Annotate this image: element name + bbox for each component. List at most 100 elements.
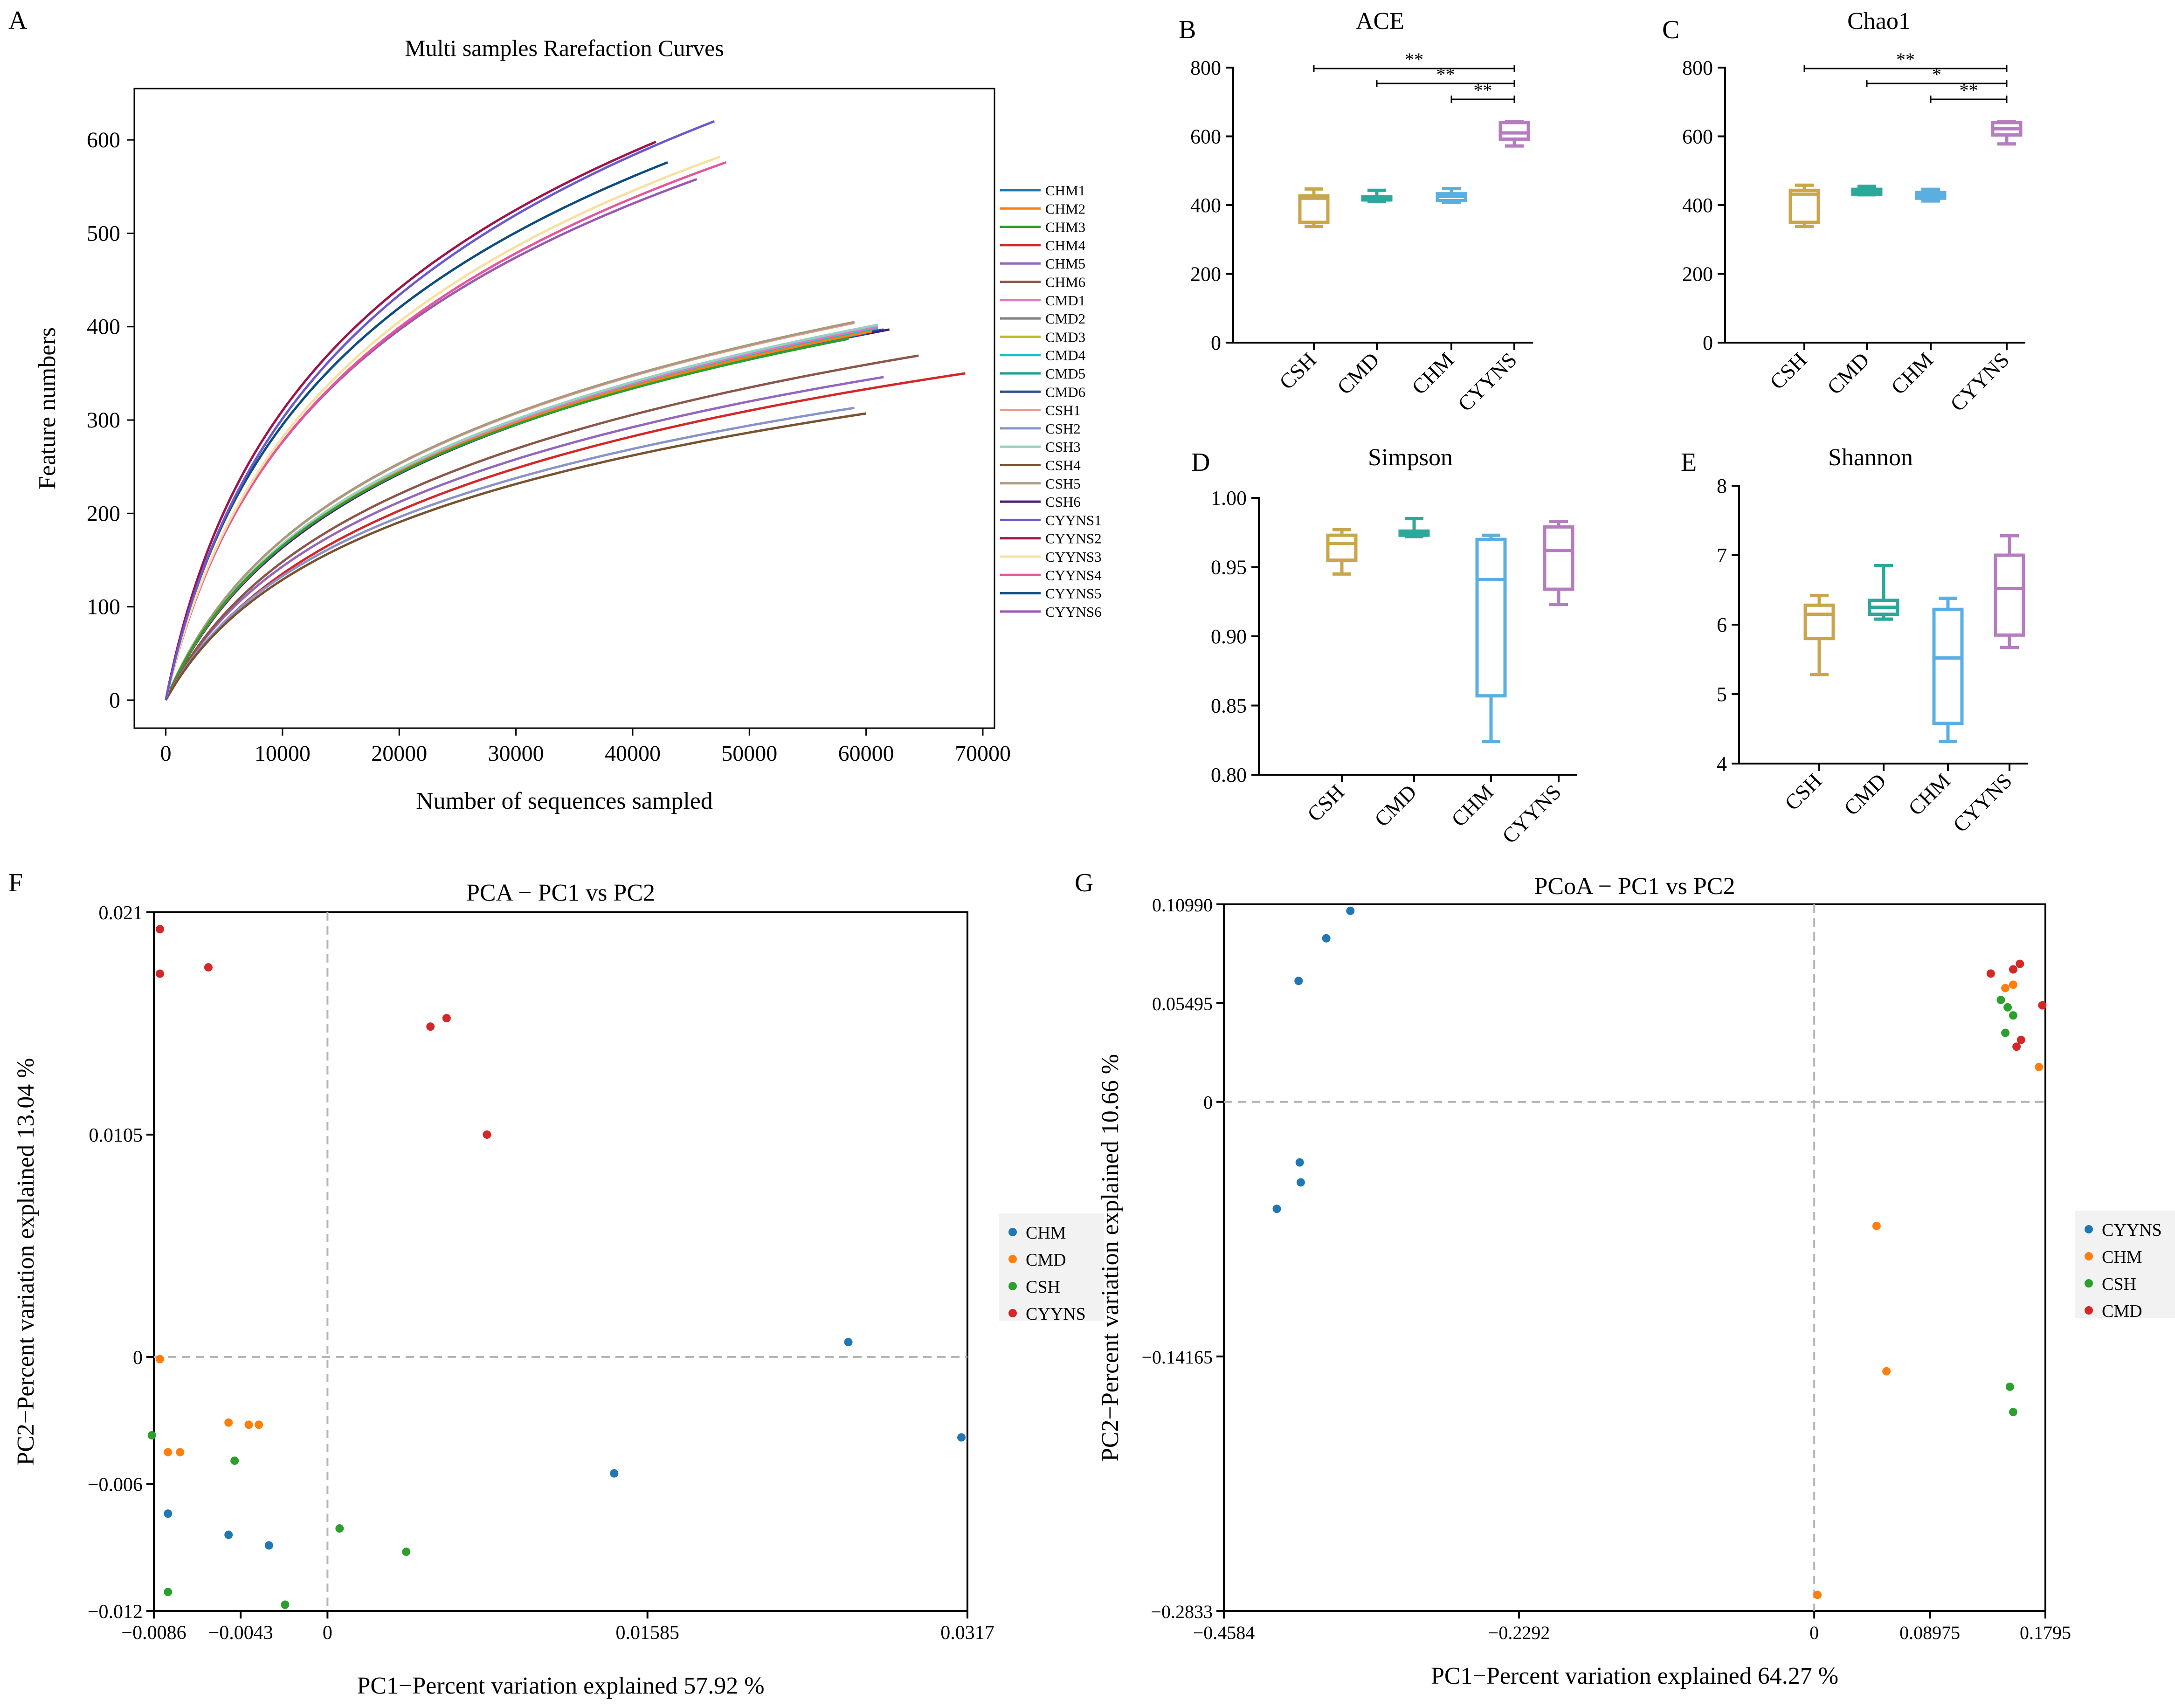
x-tick-label-cmd: CMD [1839,769,1891,820]
x-tick-label: −0.2292 [1488,1622,1550,1643]
x-tick-label: 0 [1809,1622,1819,1643]
scatter-point-csh [230,1456,239,1465]
rarefaction-curve-chm3 [165,337,849,701]
scatter-point-chm [264,1541,273,1550]
chart-title: Shannon [1828,444,1913,471]
scatter-point-csh [147,1431,156,1439]
legend-label-cyyns5: CYYNS5 [1045,585,1102,602]
legend-label-chm2: CHM2 [1045,200,1085,217]
y-tick-label: 200 [1190,263,1221,286]
legend-marker-cmd [1008,1255,1017,1263]
y-tick-label: 400 [87,315,120,339]
y-tick-label: 600 [87,128,120,152]
y-tick-label: 400 [1682,194,1713,217]
x-tick-label: 0.01585 [615,1622,679,1644]
legend-label-cmd6: CMD6 [1045,384,1085,400]
y-tick-label: −0.006 [88,1474,143,1495]
x-tick-label-csh: CSH [1780,769,1826,815]
scatter-point-chm [224,1530,233,1539]
rarefaction-curve-csh3 [165,324,878,701]
scatter-point-chm [1882,1367,1891,1376]
significance-label: ** [1405,49,1423,70]
scatter-point-cmd [1986,969,1995,978]
y-tick-label: 0.95 [1211,556,1247,579]
legend-label-csh2: CSH2 [1045,420,1081,437]
y-tick-label: 600 [1190,125,1221,148]
x-tick-label: 30000 [488,741,544,766]
scatter-point-cmd [155,1355,164,1364]
rarefaction-curve-csh5 [165,321,855,701]
y-axis-label: Feature numbers [34,327,61,489]
legend-label-chm: CHM [2102,1247,2142,1267]
x-tick-label-cyyns: CYYNS [1946,348,2014,416]
significance-label: ** [1960,80,1978,101]
scatter-point-cyyns [155,925,164,934]
scatter-point-cyyns [204,963,213,972]
x-tick-label-chm: CHM [1904,769,1955,820]
scatter-point-chm [2009,980,2017,989]
x-tick-label: −0.0043 [208,1622,273,1644]
scatter-point-cmd [224,1418,233,1427]
rarefaction-curve-csh1 [165,322,855,701]
x-tick-label: 20000 [371,741,427,766]
x-axis-label: PC1−Percent variation explained 57.92 % [357,1673,764,1699]
x-tick-label-cmd: CMD [1370,780,1421,831]
y-tick-label: 7 [1717,544,1727,567]
legend-label-csh5: CSH5 [1045,475,1081,492]
x-tick-label-cyyns: CYYNS [1498,780,1566,848]
chart-title: Chao1 [1847,8,1911,34]
legend-label-cyyns4: CYYNS4 [1045,567,1102,583]
rarefaction-curve-cmd4 [165,327,878,701]
panel-label-g: G [1075,868,1093,897]
rarefaction-curve-cyyns4 [165,161,727,701]
rarefaction-curve-chm6 [165,354,919,701]
legend-label-csh4: CSH4 [1045,457,1081,474]
scatter-point-cyyns [426,1022,435,1031]
y-tick-label: 200 [87,501,120,526]
x-tick-label-cmd: CMD [1333,348,1384,399]
legend-marker-chm [2085,1252,2093,1260]
legend-label-chm3: CHM3 [1045,219,1085,235]
x-tick-label-csh: CSH [1765,348,1811,394]
plot-frame [153,911,968,1612]
legend-label-csh: CSH [1026,1277,1060,1297]
panel-label-d: D [1191,448,1210,477]
scatter-point-chm [2001,984,2010,992]
legend-label-cmd3: CMD3 [1045,329,1085,345]
y-tick-label: 300 [87,408,120,433]
legend-label-cmd: CMD [2102,1302,2142,1321]
rarefaction-curve-cyyns1 [165,120,715,701]
y-tick-label: 1.00 [1211,487,1247,510]
legend-label-csh: CSH [2102,1274,2136,1294]
significance-label: ** [1436,64,1455,85]
legend-label-cmd4: CMD4 [1045,347,1086,364]
panel-g-pcoa-chart: PCoA − PC1 vs PC2 −0.4584 −0.2292 0 0.08975 0… [1097,873,2175,1689]
legend-label-cyyns1: CYYNS1 [1045,512,1102,528]
x-tick-label: 50000 [721,741,777,766]
y-tick-label: 5 [1717,683,1727,706]
rarefaction-curve-cmd6 [165,328,884,701]
y-tick-label: 6 [1717,613,1727,636]
x-tick-label-chm: CHM [1447,780,1498,831]
scatter-point-cmd [176,1448,185,1457]
rarefaction-curve-cyyns3 [165,155,721,701]
scatter-point-cmd [244,1420,253,1429]
scatter-point-csh [164,1588,173,1597]
scatter-point-cmd [255,1420,263,1429]
plot-frame [1223,903,2046,1612]
scatter-point-cmd [2038,1001,2047,1010]
y-tick-label: 0.05495 [1152,993,1213,1014]
box-iqr-csh [1803,603,1835,640]
panel-f-pca-chart: PCA − PC1 vs PC2 −0.0086 −0.0043 0 0.01585 0.… [13,880,1104,1699]
x-tick-label-csh: CSH [1275,348,1321,394]
box-iqr-csh [1298,194,1330,224]
box-iqr-cyyns [1994,553,2025,637]
y-axis-label: PC2−Percent variation explained 13.04 % [13,1058,39,1465]
legend-marker-csh [1008,1282,1017,1290]
x-tick-label: −0.0086 [121,1622,186,1644]
panel-label-f: F [8,868,23,897]
box-iqr-chm [1475,537,1507,698]
box-iqr-cyyns [1543,525,1574,591]
box-iqr-csh [1326,533,1358,562]
